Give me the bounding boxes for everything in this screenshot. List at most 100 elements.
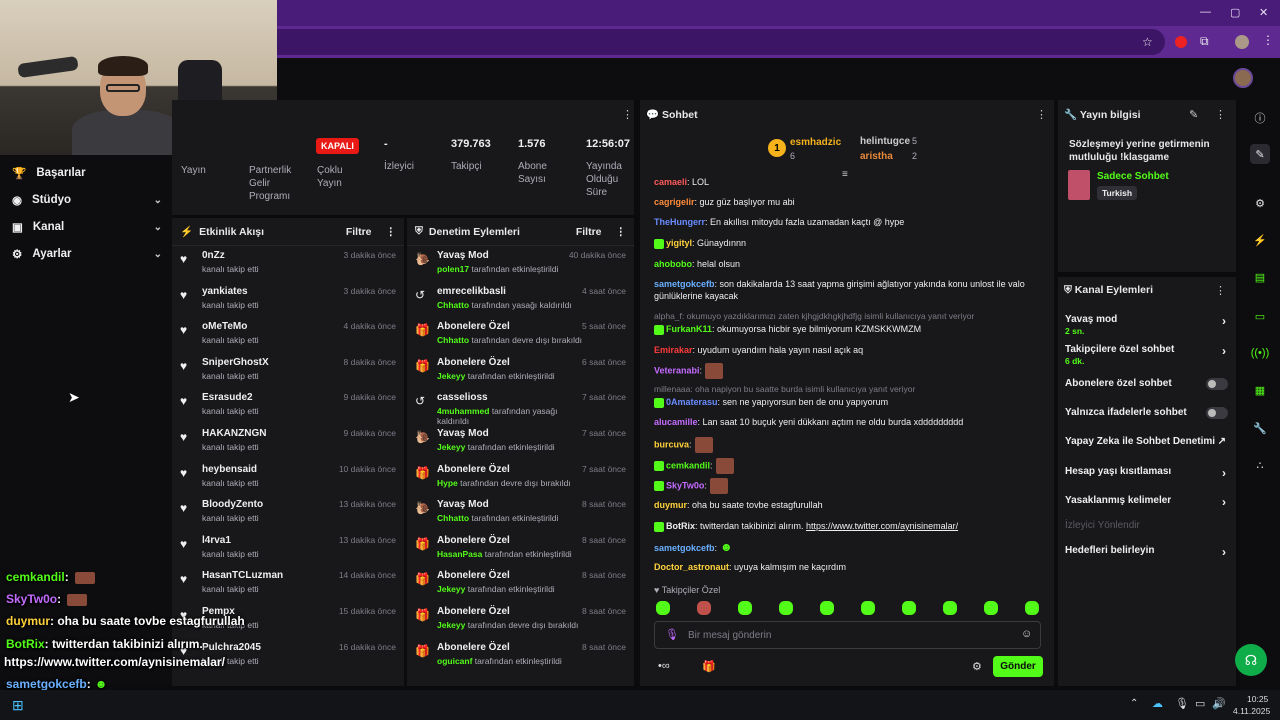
emote-button[interactable] [1025,601,1039,615]
layout-icon[interactable]: ▦ [1254,384,1266,397]
leader-name[interactable]: aristha [860,151,893,162]
moderation-row[interactable]: ↺ emrecelikbasli Chhatto tarafından yasağı… [407,282,634,318]
emote-button[interactable] [984,601,998,615]
chat-username[interactable]: cemkandil [666,460,711,471]
chat-username[interactable]: yigityl [666,238,693,248]
emote-button[interactable] [861,601,875,615]
leader-name[interactable]: helintugce [860,136,911,147]
moderation-row[interactable]: 🎁 Abonelere Özel Jekeyy tarafından devre d… [407,602,634,638]
extension-icon[interactable] [1175,36,1187,48]
activity-row[interactable]: ♥ SniperGhostX kanalı takip etti 8 dakika ö… [172,353,404,389]
activity-username[interactable]: yankiates [202,285,248,297]
moderation-actor[interactable]: Chhatto [437,335,470,346]
emote-button[interactable] [779,601,793,615]
channel-action-row[interactable]: Abonelere özel sohbet [1065,378,1230,390]
moderation-actor[interactable]: 4muhammed [437,406,490,417]
mic-icon[interactable]: 🎙 [665,629,679,641]
more-icon[interactable]: ⋮ [615,225,627,238]
chat-username[interactable]: Emirakar [654,345,693,355]
maximize-icon[interactable]: ▢ [1230,7,1241,19]
more-icon[interactable]: ⋮ [1215,109,1226,121]
moderation-row[interactable]: ↺ casselioss 4muhammed tarafından yasağı k… [407,388,634,426]
chat-username[interactable]: BotRix [666,521,695,531]
nav-item-studio[interactable]: ◉ Stüdyo ⌄ [12,194,162,207]
channel-action-row[interactable]: Hesap yaşı kısıtlaması › [1065,466,1230,480]
activity-row[interactable]: ♥ Esrasude2 kanalı takip etti 9 dakika önce [172,388,404,424]
chat-icon[interactable]: ▭ [1254,310,1266,323]
broadcast-icon[interactable]: ((•)) [1250,347,1270,359]
infinity-icon[interactable]: •∞ [658,660,670,672]
user-avatar[interactable] [1233,68,1253,88]
display-icon[interactable]: ▭ [1195,698,1206,710]
activity-username[interactable]: HasanTCLuzman [202,570,284,582]
taskbar-time[interactable]: 10:25 [1247,694,1269,704]
moderation-actor[interactable]: Jekeyy [437,584,466,595]
moderation-row[interactable]: 🎁 Abonelere Özel Hype tarafından devre dış… [407,460,634,496]
chat-username[interactable]: cagrigelir [654,197,695,207]
moderation-row[interactable]: 🐌 Yavaş Mod Chhatto tarafından etkinleştir… [407,495,634,531]
emote-button[interactable] [820,601,834,615]
chat-link[interactable]: https://www.twitter.com/aynisinemalar/ [806,521,959,531]
emote-button[interactable] [902,601,916,615]
network-icon[interactable]: ☁ [1152,698,1163,710]
star-icon[interactable]: ☆ [1142,35,1153,49]
channel-action-row[interactable]: Yasaklanmış kelimeler › [1065,495,1230,509]
activity-username[interactable]: HAKANZNGN [202,427,267,439]
chat-username[interactable]: ahobobo [654,259,692,269]
activity-row[interactable]: ♥ Pempx kanalı takip etti 15 dakika önce [172,602,404,638]
activity-row[interactable]: ♥ HAKANZNGN kanalı takip etti 9 dakika önce [172,424,404,460]
emote-button[interactable] [943,601,957,615]
channel-action-row[interactable]: Hedefleri belirleyin › [1065,545,1230,559]
profile-icon[interactable] [1235,35,1249,49]
channel-action-row[interactable]: Yalnızca ifadelerle sohbet [1065,407,1230,419]
windows-start-icon[interactable]: ⊞ [12,697,24,713]
activity-username[interactable]: l4rva1 [202,534,231,546]
more-icon[interactable]: ⋮ [622,109,633,121]
emoji-icon[interactable]: ☺ [1021,628,1033,640]
channel-action-row[interactable]: Takipçilere özel sohbet 6 dk. › [1065,344,1230,366]
activity-row[interactable]: ♥ Pulchra2045 kanalı takip etti 16 dakika ö… [172,638,404,674]
moderation-row[interactable]: 🎁 Abonelere Özel Jekeyy tarafından etkinle… [407,566,634,602]
moderation-actor[interactable]: Jekeyy [437,370,466,381]
activity-row[interactable]: ♥ heybensaid kanalı takip etti 10 dakika ön… [172,460,404,496]
pin-icon[interactable]: ≡ [842,169,848,180]
chat-username[interactable]: camaeli [654,177,688,187]
more-icon[interactable]: ⋮ [1215,285,1226,297]
minimize-icon[interactable]: — [1200,6,1211,18]
chat-username[interactable]: FurkanK11 [666,324,713,334]
moderation-actor[interactable]: Jekeyy [437,441,466,452]
chat-username[interactable]: Veteranabi [654,365,700,376]
leader-name[interactable]: esmhadzic [790,137,842,148]
volume-icon[interactable]: 🔊 [1212,698,1226,710]
nav-item-channel[interactable]: ▣ Kanal ⌄ [12,221,162,234]
chat-username[interactable]: sametgokcefb [654,543,715,553]
activity-username[interactable]: BloodyZento [202,499,264,511]
chat-username[interactable]: Doctor_astronaut [654,562,730,572]
moderation-actor[interactable]: polen17 [437,264,470,274]
chevron-up-icon[interactable]: ⌃ [1130,698,1139,709]
close-icon[interactable]: ✕ [1259,7,1269,19]
activity-username[interactable]: heybensaid [202,463,258,475]
moderation-row[interactable]: 🎁 Abonelere Özel Jekeyy tarafından etkinle… [407,353,634,389]
toggle-switch[interactable] [1206,378,1228,390]
menu-icon[interactable]: ⋮ [1262,33,1274,47]
chat-username[interactable]: sametgokcefb [654,279,715,289]
moderation-filter-button[interactable]: Filtre [575,225,602,238]
activity-username[interactable]: SniperGhostX [202,356,269,368]
stream-category[interactable]: Sadece Sohbet [1097,171,1169,182]
nav-item-settings[interactable]: ⚙ Ayarlar ⌄ [12,248,162,261]
moderation-actor[interactable]: Jekeyy [437,619,466,630]
send-button[interactable]: Gönder [993,656,1043,677]
emote-button[interactable] [697,601,711,615]
wrench-icon[interactable]: 🔧 [1253,422,1267,435]
clipboard-icon[interactable]: ▤ [1254,271,1266,284]
moderation-actor[interactable]: oguicanf [437,655,473,666]
moderation-actor[interactable]: HasanPasa [437,548,483,559]
activity-username[interactable]: oMeTeMo [202,321,248,333]
activity-row[interactable]: ♥ 0nZz kanalı takip etti 3 dakika önce [172,246,404,282]
bolt-icon[interactable]: ⚡ [1253,234,1267,247]
moderation-row[interactable]: 🐌 Yavaş Mod Jekeyy tarafından etkinleştiri… [407,424,634,460]
chat-input[interactable]: 🎙 Bir mesaj gönderin ☺ [654,621,1041,649]
activity-row[interactable]: ♥ l4rva1 kanalı takip etti 13 dakika önce [172,531,404,567]
gift-icon[interactable]: 🎁 [702,661,716,673]
